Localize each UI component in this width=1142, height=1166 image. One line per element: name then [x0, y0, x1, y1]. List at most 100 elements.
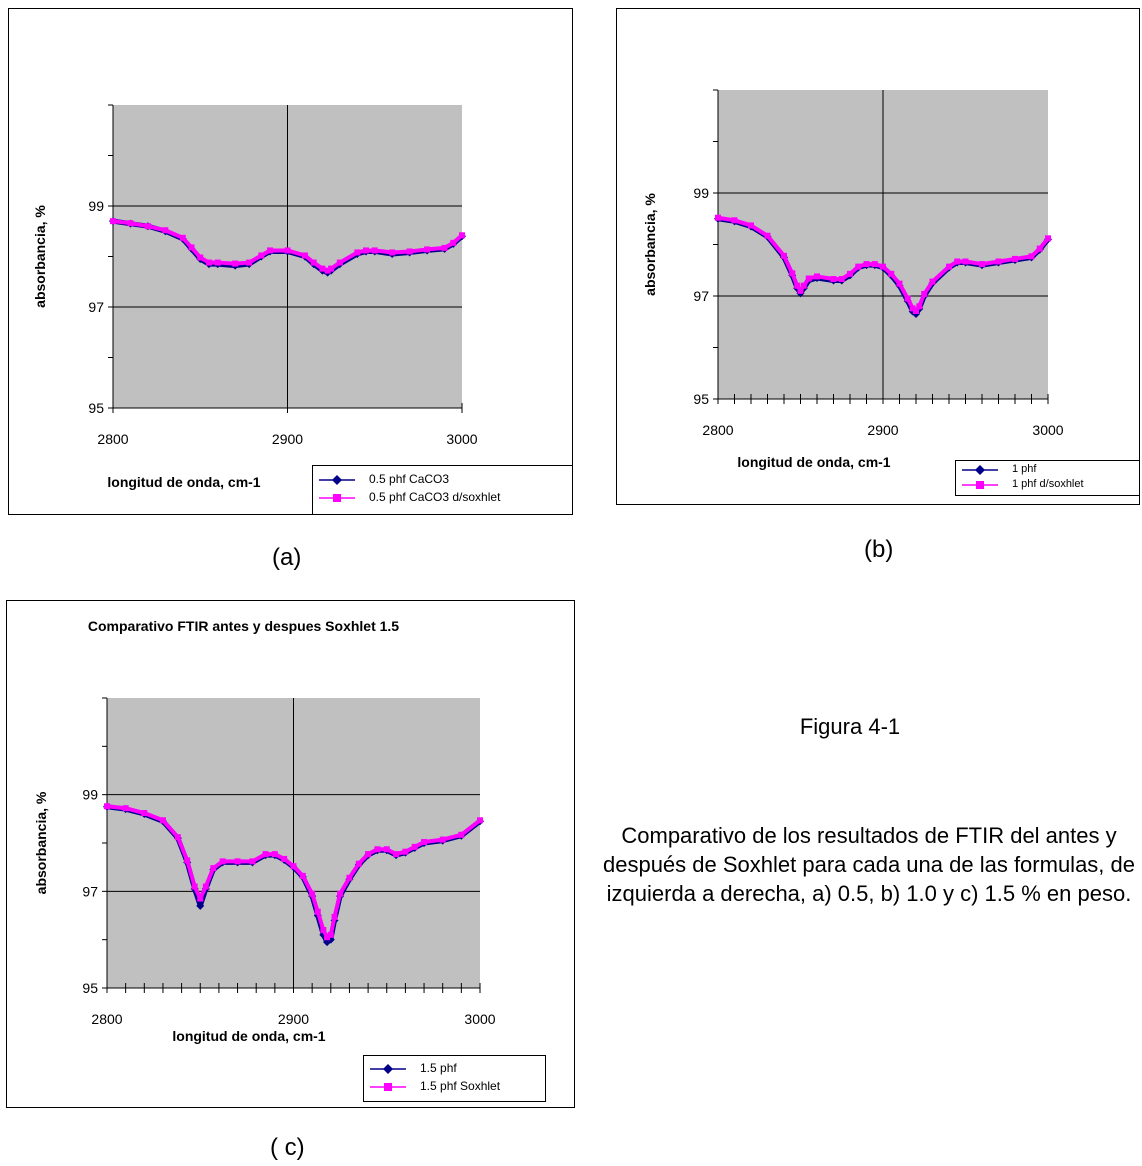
chart-c-series-1-point [402, 848, 409, 855]
legend-item-c-0: 1.5 phf [364, 1060, 545, 1078]
chart-c-series-1-point [219, 858, 226, 865]
chart-b-series-1-point [913, 307, 919, 314]
figure-caption: Comparativo de los resultados de FTIR de… [602, 823, 1136, 906]
chart-a-series-1-point [450, 239, 457, 246]
chart-c-series-1-point [355, 860, 362, 867]
chart-a-series-1-point [179, 234, 186, 241]
chart-b-series-1-point [871, 261, 878, 268]
chart-c-svg: Comparativo FTIR antes y despues Soxhlet… [33, 618, 496, 1044]
chart-a-series-1-point [336, 259, 343, 266]
chart-b-series-1-point [805, 275, 812, 282]
chart-b-series-1-point [731, 217, 738, 224]
chart-c-series-1-point [324, 934, 331, 941]
chart-c-series-1-point [174, 834, 181, 841]
chart-a-series-1-point [127, 220, 134, 227]
chart-b-series-1-point [830, 276, 837, 283]
chart-b-series-1-point [888, 270, 895, 277]
chart-b-series-1-point [904, 295, 911, 302]
chart-c-title: Comparativo FTIR antes y despues Soxhlet… [88, 618, 399, 634]
chart-b-xtick-label-0: 2800 [702, 422, 733, 438]
chart-b-series-1-point [880, 263, 886, 270]
chart-b-series-1-point [1036, 245, 1043, 252]
chart-c-legend: 1.5 phf 1.5 phf Soxhlet [363, 1055, 546, 1102]
chart-c-series-1-point [197, 895, 204, 902]
chart-a-series-1-point [246, 259, 253, 266]
chart-b-svg: 95 97 99 2800 2900 3000 absorbancia, % longitud… [642, 89, 1064, 470]
chart-c-series-1-point [159, 817, 166, 824]
chart-b-ytick-label-0: 95 [693, 391, 709, 407]
chart-c-xtick-label-2: 3000 [464, 1011, 495, 1027]
chart-c-series-1-point [299, 872, 306, 879]
chart-c-series-1-point [234, 858, 241, 865]
chart-c-series-1-point [439, 836, 446, 843]
chart-b-series-1-point [764, 232, 771, 239]
chart-c-series-1-point [104, 803, 110, 810]
chart-b-series-1-point [954, 258, 961, 265]
chart-c-xtick-label-1: 2900 [278, 1011, 309, 1027]
chart-a-series-1-point [205, 259, 212, 266]
chart-c-series-1-point [290, 863, 297, 870]
chart-a-series-1-point [144, 223, 151, 230]
legend-item-b-0: 1 phf [956, 463, 1139, 478]
chart-a-ylabel: absorbancia, % [32, 205, 48, 308]
chart-b-series-1-point [781, 252, 787, 259]
legend-label-c-1: 1.5 phf Soxhlet [420, 1079, 501, 1093]
chart-b-series-1-point [794, 282, 801, 289]
chart-a-xtick-label-0: 2800 [97, 431, 128, 447]
chart-b-xtick-label-1: 2900 [867, 422, 898, 438]
chart-b-series-1-point [797, 287, 804, 294]
chart-b-series-1-point [929, 278, 936, 285]
chart-a-series-1-point [354, 249, 361, 256]
chart-c-series-1-point [122, 805, 129, 812]
chart-c-xtick-label-0: 2800 [91, 1011, 122, 1027]
chart-a-ytick-label-2: 99 [88, 198, 104, 214]
chart-b-series-1-point [855, 263, 862, 270]
chart-b-series-1-point [789, 270, 796, 277]
chart-c-series-1-point [309, 890, 316, 897]
chart-a-series-1-point [162, 227, 169, 234]
chart-c-series-1-point [421, 839, 428, 846]
chart-c-series-1-point [346, 874, 353, 881]
chart-c-series-0-point [326, 935, 335, 944]
chart-c-series-1-point [383, 846, 390, 853]
chart-c-series-1-point [271, 851, 278, 858]
chart-a-frame: 95 97 99 2800 2900 3000 absorbancia, % longitud… [8, 8, 573, 515]
chart-b-ytick-label-1: 97 [693, 288, 709, 304]
chart-b-series-1-point [962, 258, 969, 265]
chart-c-series-1-point [249, 858, 256, 865]
chart-b-series-1-point [1045, 235, 1051, 242]
chart-a-xlabel: longitud de onda, cm-1 [107, 474, 260, 490]
chart-c-frame: Comparativo FTIR antes y despues Soxhlet… [6, 600, 575, 1108]
chart-b-legend: 1 phf 1 phf d/soxhlet [955, 460, 1140, 496]
chart-c-series-1-point [262, 851, 269, 858]
chart-a-svg: 95 97 99 2800 2900 3000 absorbancia, % longitud… [32, 104, 478, 490]
chart-a-xtick-label-2: 3000 [446, 431, 477, 447]
chart-b-series-1-point [995, 258, 1002, 265]
chart-c-series-1-point [337, 890, 344, 897]
chart-a-series-1-point [424, 246, 431, 253]
chart-c-xlabel: longitud de onda, cm-1 [172, 1028, 325, 1044]
chart-b-series-1-point [896, 280, 903, 287]
chart-a-series-1-point [363, 247, 370, 254]
chart-c-series-1-point [477, 817, 483, 824]
chart-a-series-1-point [389, 249, 396, 256]
chart-c-series-1-point [314, 908, 321, 915]
chart-c-series-1-point [202, 883, 209, 890]
chart-b-series-1-point [916, 303, 923, 310]
chart-c-series-1-point [141, 810, 148, 817]
chart-b-series-1-point [847, 270, 853, 277]
chart-a-ytick-label-0: 95 [88, 400, 104, 416]
chart-b-xtick-label-2: 3000 [1032, 422, 1063, 438]
chart-a-ytick-label-1: 97 [88, 299, 104, 315]
chart-a-series-1-point [188, 244, 195, 251]
chart-c-series-1-point [191, 883, 198, 890]
panel-label-a: (a) [272, 544, 302, 571]
chart-b-series-1-point [715, 214, 721, 221]
chart-c-series-1-point [184, 857, 191, 864]
chart-c-series-0-point [196, 901, 205, 910]
legend-label-a-1: 0.5 phf CaCO3 d/soxhlet [369, 490, 501, 504]
chart-b-series-1-point [979, 261, 985, 268]
chart-c-series-1-point [320, 927, 327, 933]
chart-c-series-1-point [327, 931, 334, 938]
legend-item-a-1: 0.5 phf CaCO3 d/soxhlet [313, 489, 572, 507]
